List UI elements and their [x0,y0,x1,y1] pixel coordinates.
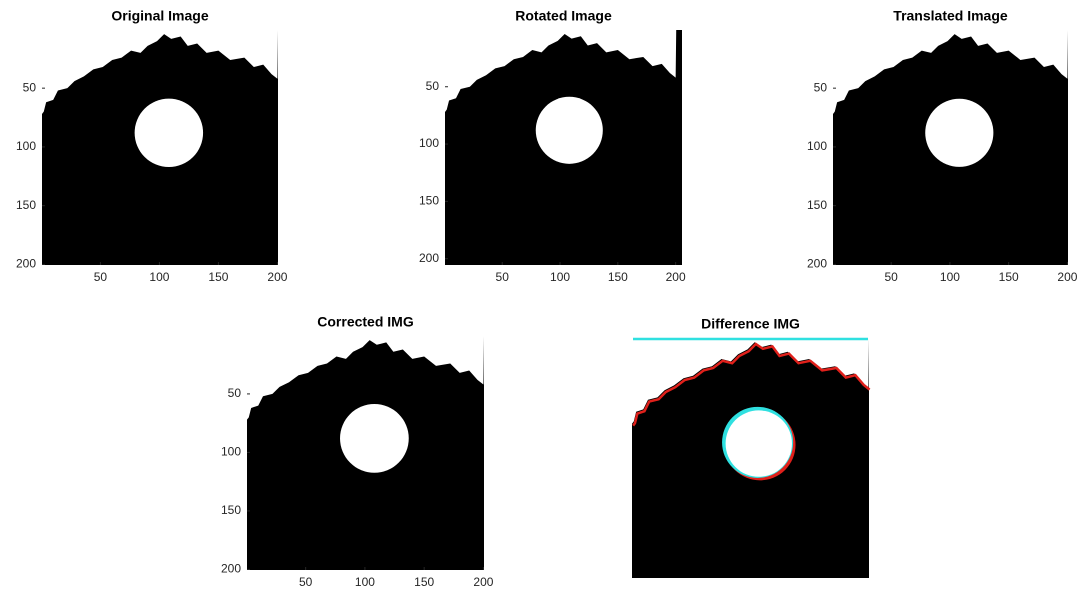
subplot-title: Difference IMG [701,316,800,332]
white-region [445,30,677,112]
y-tick-label: 200 [16,257,36,271]
y-tick-label: 150 [221,503,241,517]
x-tick-label: 50 [299,575,313,589]
y-tick-label: 100 [16,139,36,153]
x-tick-label: 150 [414,575,434,589]
circle [340,404,409,473]
circle [535,96,603,164]
x-tick-label: 100 [550,270,570,284]
x-tick-label: 100 [149,270,169,284]
x-tick-label: 200 [666,270,686,284]
edge-red [632,342,871,427]
subplot-title: Corrected IMG [317,314,414,330]
x-tick-label: 100 [940,270,960,284]
subplot-title: Translated Image [893,8,1008,24]
x-tick-label: 150 [208,270,228,284]
y-tick-label: 150 [16,198,36,212]
y-tick-label: 50 [23,80,37,94]
y-tick-label: 100 [419,136,439,150]
y-tick-label: 50 [426,79,440,93]
x-tick-label: 50 [94,270,108,284]
x-tick-label: 200 [267,270,287,284]
white-region [247,336,484,420]
white-region [632,338,869,424]
circle [925,98,994,167]
y-tick-label: 50 [814,80,828,94]
x-tick-label: 150 [999,270,1019,284]
y-tick-label: 200 [221,562,241,576]
circle [725,410,792,477]
white-region [833,30,1068,115]
circle [134,98,204,168]
x-tick-label: 200 [1057,270,1077,284]
y-tick-label: 200 [807,257,827,271]
y-tick-label: 150 [419,194,439,208]
y-tick-label: 150 [807,198,827,212]
x-tick-label: 50 [884,270,898,284]
x-tick-label: 100 [355,575,375,589]
y-tick-label: 100 [807,139,827,153]
y-tick-label: 100 [221,445,241,459]
subplot-title: Original Image [111,8,208,24]
subplot-title: Rotated Image [515,8,612,24]
y-tick-label: 50 [228,386,242,400]
x-tick-label: 50 [496,270,510,284]
y-tick-label: 200 [419,251,439,265]
x-tick-label: 200 [473,575,493,589]
x-tick-label: 150 [608,270,628,284]
white-region [42,30,278,115]
